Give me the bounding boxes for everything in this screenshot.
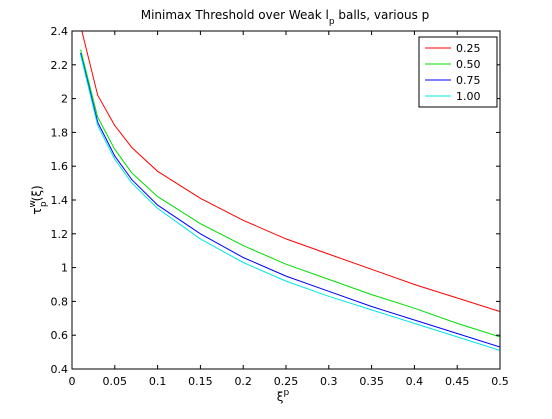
x-tick-label: 0.2 (234, 375, 252, 388)
y-label-subscript: p (39, 201, 49, 207)
y-tick-label: 2.2 (51, 59, 69, 72)
x-tick-label: 0.15 (188, 375, 213, 388)
x-tick-label: 0.5 (491, 375, 509, 388)
legend-label-2: 0.50 (456, 58, 481, 71)
title-main: Minimax Threshold over Weak l (141, 8, 329, 22)
legend-label-3: 0.75 (456, 74, 481, 87)
plot-area: 0 0.05 0.1 0.15 0.2 0.25 0.3 0.35 0.4 0.45 0.5 0.4 0… (51, 25, 509, 388)
x-axis-label: ξp (277, 388, 290, 404)
y-tick-label: 1.4 (51, 194, 69, 207)
y-label-tail: (ξ) (30, 185, 44, 201)
y-tick-label: 0.8 (51, 295, 69, 308)
y-tick-label: 1.6 (51, 160, 69, 173)
x-tick-label: 0.25 (274, 375, 299, 388)
y-tick-label: 1.8 (51, 126, 69, 139)
legend-box (418, 36, 498, 108)
y-tick-label: 0.6 (51, 329, 69, 342)
y-tick-label: 2.4 (51, 25, 69, 38)
y-tick-label: 1 (61, 262, 68, 275)
series-line-3 (80, 52, 500, 348)
series-line-2 (80, 49, 500, 338)
y-label-base: τ (30, 207, 44, 214)
x-label-superscript: p (283, 388, 289, 398)
y-tick-label: 1.2 (51, 228, 69, 241)
x-tick-label: 0.3 (320, 375, 338, 388)
x-label-base: ξ (277, 390, 284, 404)
series-line-1 (81, 31, 500, 312)
x-tick-label: 0 (69, 375, 76, 388)
x-tick-label: 0.1 (149, 375, 167, 388)
x-tick-label: 0.45 (445, 375, 470, 388)
title-subscript: p (329, 17, 335, 27)
y-tick-label: 0.4 (51, 363, 69, 376)
x-tick-label: 0.35 (359, 375, 384, 388)
x-tick-label: 0.05 (103, 375, 128, 388)
y-tick-label: 2 (61, 93, 68, 106)
title-tail: balls, various p (335, 8, 430, 22)
legend-label-4: 1.00 (456, 90, 481, 103)
y-axis-label: τwp(ξ) (28, 185, 49, 214)
x-tick-label: 0.4 (406, 375, 424, 388)
chart-title: Minimax Threshold over Weak lp balls, va… (141, 8, 430, 27)
y-label-superscript: w (28, 200, 38, 207)
legend-label-1: 0.25 (456, 42, 481, 55)
series-line-4 (80, 54, 500, 351)
